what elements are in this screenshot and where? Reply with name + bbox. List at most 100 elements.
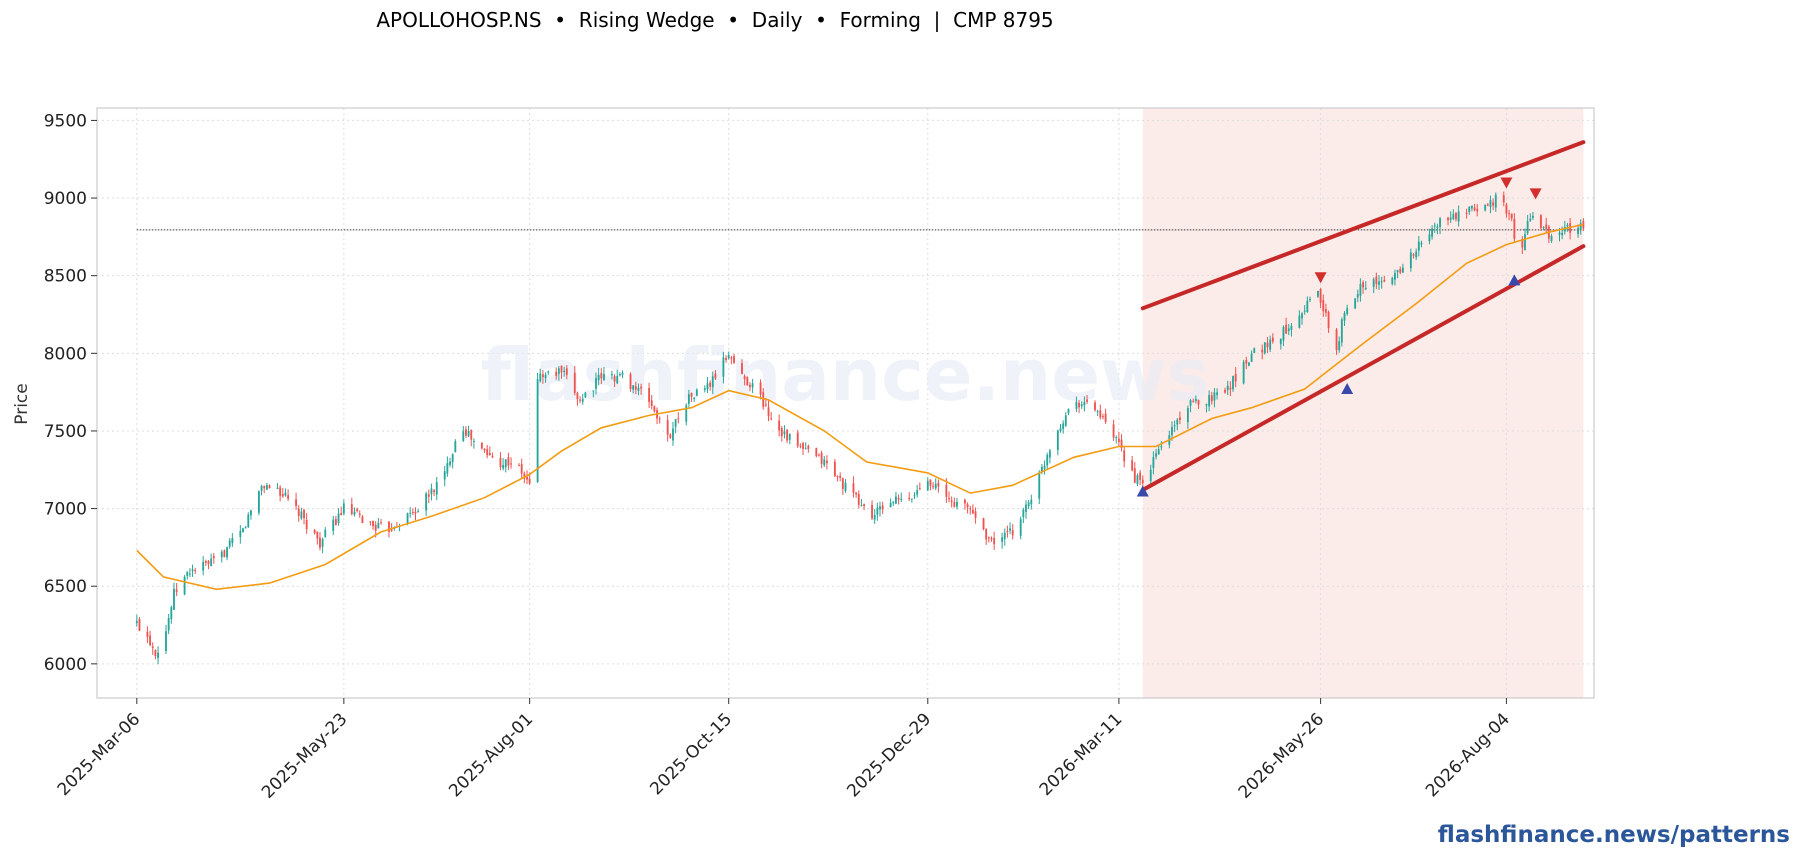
- candle-body: [1561, 232, 1564, 236]
- candle-body: [987, 537, 990, 539]
- footer-brand: flashfinance.news/patterns: [1437, 822, 1790, 848]
- candle-body: [786, 429, 789, 441]
- candle-body: [937, 482, 940, 487]
- candle-body: [287, 495, 290, 499]
- candle-body: [876, 507, 879, 515]
- candle-body: [186, 571, 189, 576]
- candle-body: [284, 492, 287, 496]
- candle-body: [1224, 389, 1226, 393]
- candle-body: [157, 652, 159, 659]
- candle-body: [1290, 325, 1293, 330]
- candle-body: [860, 505, 863, 507]
- candle-body: [1099, 410, 1102, 418]
- candle-body: [334, 519, 337, 526]
- candle-body: [146, 631, 149, 637]
- candle-body: [353, 511, 356, 515]
- candle-body: [520, 464, 523, 474]
- candle-body: [1080, 404, 1083, 407]
- candle-body: [1433, 225, 1436, 227]
- candle-body: [276, 488, 279, 490]
- candle-body: [632, 385, 635, 390]
- candle-body: [295, 499, 297, 506]
- candle-body: [247, 514, 250, 527]
- candle-body: [165, 631, 167, 652]
- candle-body: [1558, 232, 1561, 235]
- candle-body: [425, 493, 428, 511]
- candle-body: [507, 457, 510, 466]
- candle-body: [857, 493, 860, 505]
- candle-body: [818, 454, 820, 456]
- candle-body: [618, 374, 621, 376]
- candle-body: [1096, 411, 1099, 413]
- candle-body: [1059, 428, 1062, 431]
- candle-body: [191, 569, 194, 572]
- candle-body: [1179, 417, 1181, 420]
- candle-body: [695, 389, 698, 396]
- candle-body: [1027, 502, 1030, 507]
- candle-body: [565, 368, 568, 375]
- candle-body: [677, 418, 680, 420]
- candle-body: [313, 529, 316, 534]
- candle-body: [1470, 205, 1473, 209]
- candle-body: [350, 504, 353, 514]
- candle-body: [1449, 217, 1452, 220]
- x-tick-label: 2025-May-23: [258, 709, 351, 802]
- candle-body: [1022, 509, 1025, 518]
- candle-body: [964, 499, 966, 504]
- candle-body: [783, 431, 786, 435]
- candle-body: [194, 570, 197, 572]
- candle-body: [1455, 213, 1457, 220]
- candle-body: [714, 373, 717, 379]
- candle-body: [1003, 532, 1006, 540]
- candle-body: [488, 453, 491, 456]
- candle-body: [539, 373, 542, 382]
- candle-body: [1250, 353, 1253, 362]
- candle-body: [510, 463, 512, 465]
- candle-body: [173, 588, 175, 610]
- candle-body: [1263, 342, 1266, 354]
- y-tick-label: 8500: [44, 267, 87, 287]
- candle-body: [1248, 362, 1250, 366]
- candle-body: [257, 491, 260, 513]
- candle-body: [1133, 468, 1136, 483]
- candle-body: [1322, 300, 1325, 312]
- candle-body: [342, 503, 345, 514]
- candle-body: [332, 519, 335, 531]
- y-tick-label: 7000: [44, 500, 87, 520]
- candle-body: [762, 392, 765, 407]
- pivot-markers-layer: [1136, 177, 1542, 497]
- candle-body: [908, 497, 911, 499]
- candle-body: [690, 392, 693, 397]
- candle-body: [303, 509, 305, 519]
- candle-body: [725, 358, 727, 361]
- candle-body: [918, 488, 921, 490]
- candle-body: [932, 485, 935, 487]
- candle-body: [709, 382, 712, 387]
- candle-body: [722, 357, 725, 377]
- candle-body: [802, 443, 804, 449]
- candle-body: [1210, 395, 1213, 402]
- candle-body: [1436, 226, 1439, 228]
- candle-body: [1279, 338, 1282, 345]
- candle-body: [544, 374, 547, 379]
- candle-body: [1205, 404, 1208, 406]
- candle-body: [584, 392, 587, 398]
- candle-body: [971, 509, 974, 514]
- candle-body: [879, 506, 881, 510]
- candle-body: [823, 459, 826, 466]
- candle-body: [541, 374, 544, 378]
- candle-body: [250, 510, 252, 516]
- candle-body: [207, 560, 210, 565]
- candle-body: [1447, 217, 1449, 221]
- candle-body: [451, 454, 454, 463]
- candle-body: [733, 356, 735, 363]
- candle-body: [640, 386, 643, 389]
- candle-body: [1171, 427, 1173, 436]
- candle-body: [749, 384, 751, 388]
- candle-body: [982, 518, 985, 530]
- candle-body: [358, 513, 361, 515]
- candle-body: [1505, 204, 1508, 214]
- candle-body: [844, 482, 847, 492]
- candle-body: [788, 434, 791, 440]
